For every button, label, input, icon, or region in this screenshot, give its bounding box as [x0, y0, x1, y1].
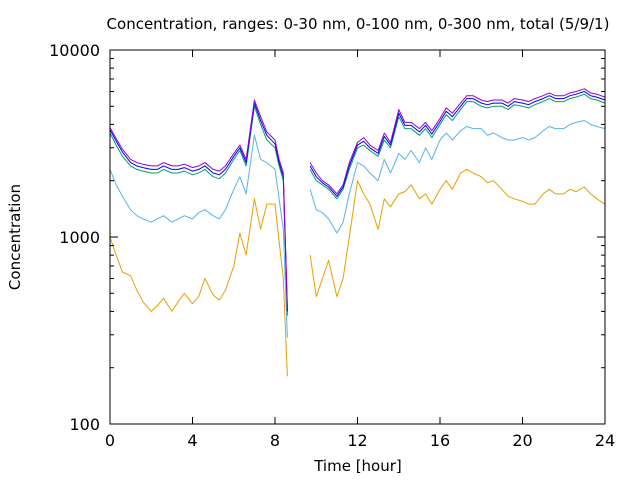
- series-line-1: [109, 120, 606, 338]
- y-tick-label: 1000: [59, 228, 100, 247]
- series-line-3: [109, 91, 606, 312]
- series-line-2: [109, 93, 606, 316]
- y-tick-label: 10000: [49, 41, 100, 60]
- y-axis-title: Concentration: [6, 184, 24, 290]
- y-tick-label: 100: [69, 415, 100, 434]
- x-tick-label: 4: [187, 431, 197, 450]
- x-tick-label: 8: [270, 431, 280, 450]
- plot-area-border: [109, 49, 606, 425]
- series-line-4: [109, 88, 606, 308]
- x-tick-label: 12: [347, 431, 367, 450]
- x-axis: 0 4 8 12 16 20 24: [105, 50, 615, 450]
- x-tick-label: 16: [430, 431, 450, 450]
- x-tick-label: 20: [512, 431, 532, 450]
- x-axis-title: Time [hour]: [313, 457, 402, 475]
- x-tick-label: 24: [595, 431, 615, 450]
- series-layer: [109, 88, 606, 377]
- y-axis: 100 1000 10000: [49, 41, 605, 434]
- series-line-0: [109, 168, 606, 377]
- x-tick-label: 0: [105, 431, 115, 450]
- chart-title: Concentration, ranges: 0-30 nm, 0-100 nm…: [107, 15, 610, 33]
